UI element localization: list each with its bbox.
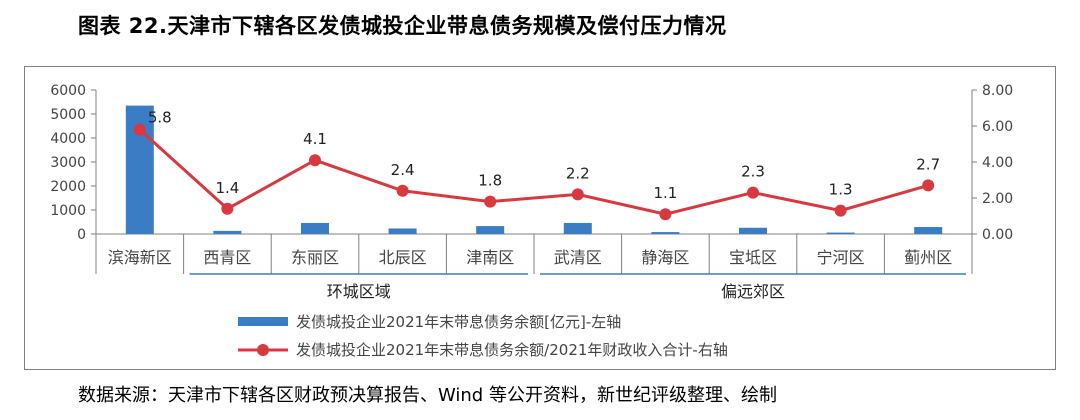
line-point — [221, 202, 234, 215]
x-category-label: 西青区 — [203, 248, 251, 267]
bar — [301, 222, 329, 234]
left-axis-tick-label: 2000 — [50, 179, 86, 195]
legend: 发债城投企业2021年末带息债务余额[亿元]-左轴发债城投企业2021年末带息债… — [238, 313, 728, 359]
data-label: 2.7 — [916, 155, 940, 173]
bar — [739, 227, 767, 234]
chart-frame — [24, 66, 1056, 370]
x-category-label: 津南区 — [466, 248, 514, 267]
data-label: 5.8 — [148, 109, 172, 127]
group-label: 偏远郊区 — [721, 282, 785, 301]
x-category-label: 东丽区 — [291, 248, 339, 267]
axes: 0 1000 2000 3000 4000 5000 6000 0.00 2.00 4.00 6.0… — [50, 83, 1013, 275]
x-category-label: 北辰区 — [379, 248, 427, 267]
chart-title: 图表 22.天津市下辖各区发债城投企业带息债务规模及偿付压力情况 — [78, 14, 727, 38]
data-label: 1.1 — [653, 184, 677, 202]
left-axis-tick-label: 4000 — [50, 131, 86, 147]
bar — [563, 222, 592, 234]
bar — [388, 228, 417, 234]
legend-line-marker — [257, 344, 269, 356]
left-axis-tick-label: 6000 — [50, 83, 86, 99]
x-category-label: 静海区 — [641, 248, 689, 267]
right-axis-tick-label: 0.00 — [982, 227, 1013, 243]
data-label: 1.3 — [829, 181, 853, 199]
line-point — [834, 204, 847, 217]
data-source-note: 数据来源：天津市下辖各区财政预决算报告、Wind 等公开资料，新世纪评级整理、绘… — [78, 385, 777, 406]
line-point — [133, 123, 146, 136]
line-point — [484, 195, 497, 208]
bar — [476, 226, 505, 234]
data-label: 2.3 — [741, 163, 765, 181]
bar — [826, 232, 855, 234]
ratio-line — [138, 128, 929, 216]
right-axis-tick-label: 6.00 — [982, 119, 1013, 135]
left-axis-tick-label: 5000 — [50, 107, 86, 123]
x-category-label: 宁河区 — [817, 248, 865, 267]
legend-bar-swatch — [238, 317, 288, 326]
line-point — [659, 208, 672, 221]
x-category-label: 滨海新区 — [108, 248, 172, 267]
x-category-label: 蓟州区 — [904, 248, 952, 267]
line-point — [747, 186, 759, 199]
bar-series — [125, 105, 943, 234]
bar — [213, 230, 242, 234]
line-point — [922, 179, 935, 192]
data-label: 2.4 — [391, 161, 415, 179]
legend-line-label: 发债城投企业2021年末带息债务余额/2021年财政收入合计-右轴 — [296, 341, 728, 359]
bar — [651, 232, 680, 234]
x-category-label: 武清区 — [554, 248, 602, 267]
left-axis-tick-label: 0 — [77, 227, 86, 243]
line-point — [309, 154, 321, 167]
data-label: 4.1 — [303, 130, 327, 148]
right-axis-tick-label: 8.00 — [982, 83, 1013, 99]
data-label: 1.8 — [478, 172, 502, 190]
group-label: 环城区域 — [327, 282, 391, 301]
x-category-label: 宝坻区 — [729, 248, 777, 267]
line-series — [133, 123, 935, 221]
bar — [914, 227, 943, 234]
right-axis-tick-label: 4.00 — [982, 155, 1013, 171]
data-label: 2.2 — [566, 164, 590, 182]
data-label: 1.4 — [215, 179, 239, 197]
line-point — [571, 188, 584, 201]
left-axis-tick-label: 3000 — [50, 155, 86, 171]
right-axis-tick-label: 2.00 — [982, 191, 1013, 207]
line-point — [396, 184, 409, 197]
left-axis-tick-label: 1000 — [50, 203, 86, 219]
legend-bar-label: 发债城投企业2021年末带息债务余额[亿元]-左轴 — [296, 313, 621, 331]
